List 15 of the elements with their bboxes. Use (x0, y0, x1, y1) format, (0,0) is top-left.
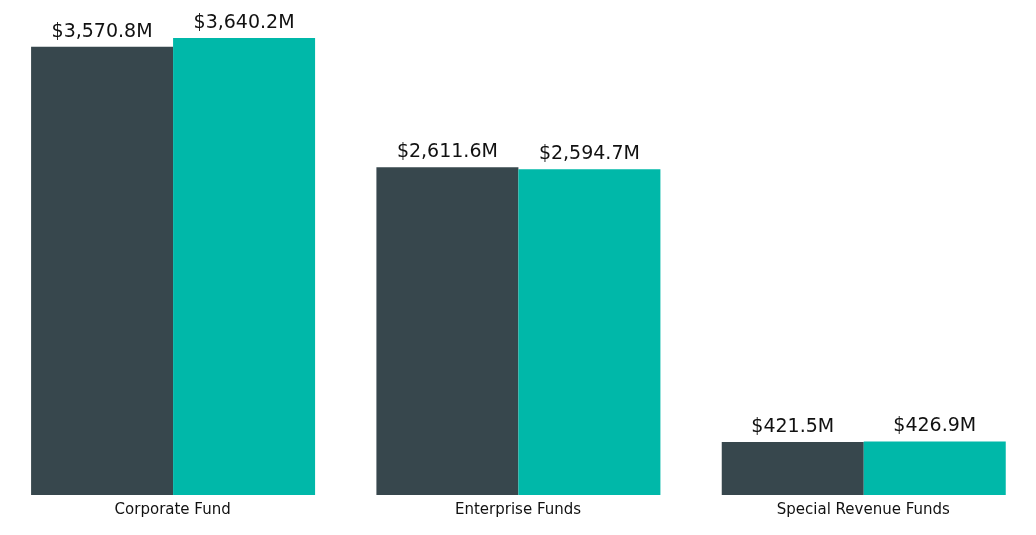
data-label: $426.9M (893, 413, 977, 436)
data-label: $2,594.7M (538, 141, 640, 164)
x-tick-label: Enterprise Funds (454, 499, 582, 518)
bar (721, 442, 864, 495)
bar (376, 167, 519, 495)
bar (173, 38, 316, 495)
x-tick-label: Special Revenue Funds (776, 499, 951, 518)
data-label: $3,640.2M (193, 10, 295, 32)
data-label: $3,570.8M (51, 18, 153, 41)
bar (863, 441, 1006, 495)
data-label: $421.5M (751, 414, 835, 437)
data-label: $2,611.6M (396, 139, 498, 162)
bar (518, 169, 661, 495)
bar (31, 46, 174, 495)
x-tick-label: Corporate Fund (114, 499, 231, 518)
